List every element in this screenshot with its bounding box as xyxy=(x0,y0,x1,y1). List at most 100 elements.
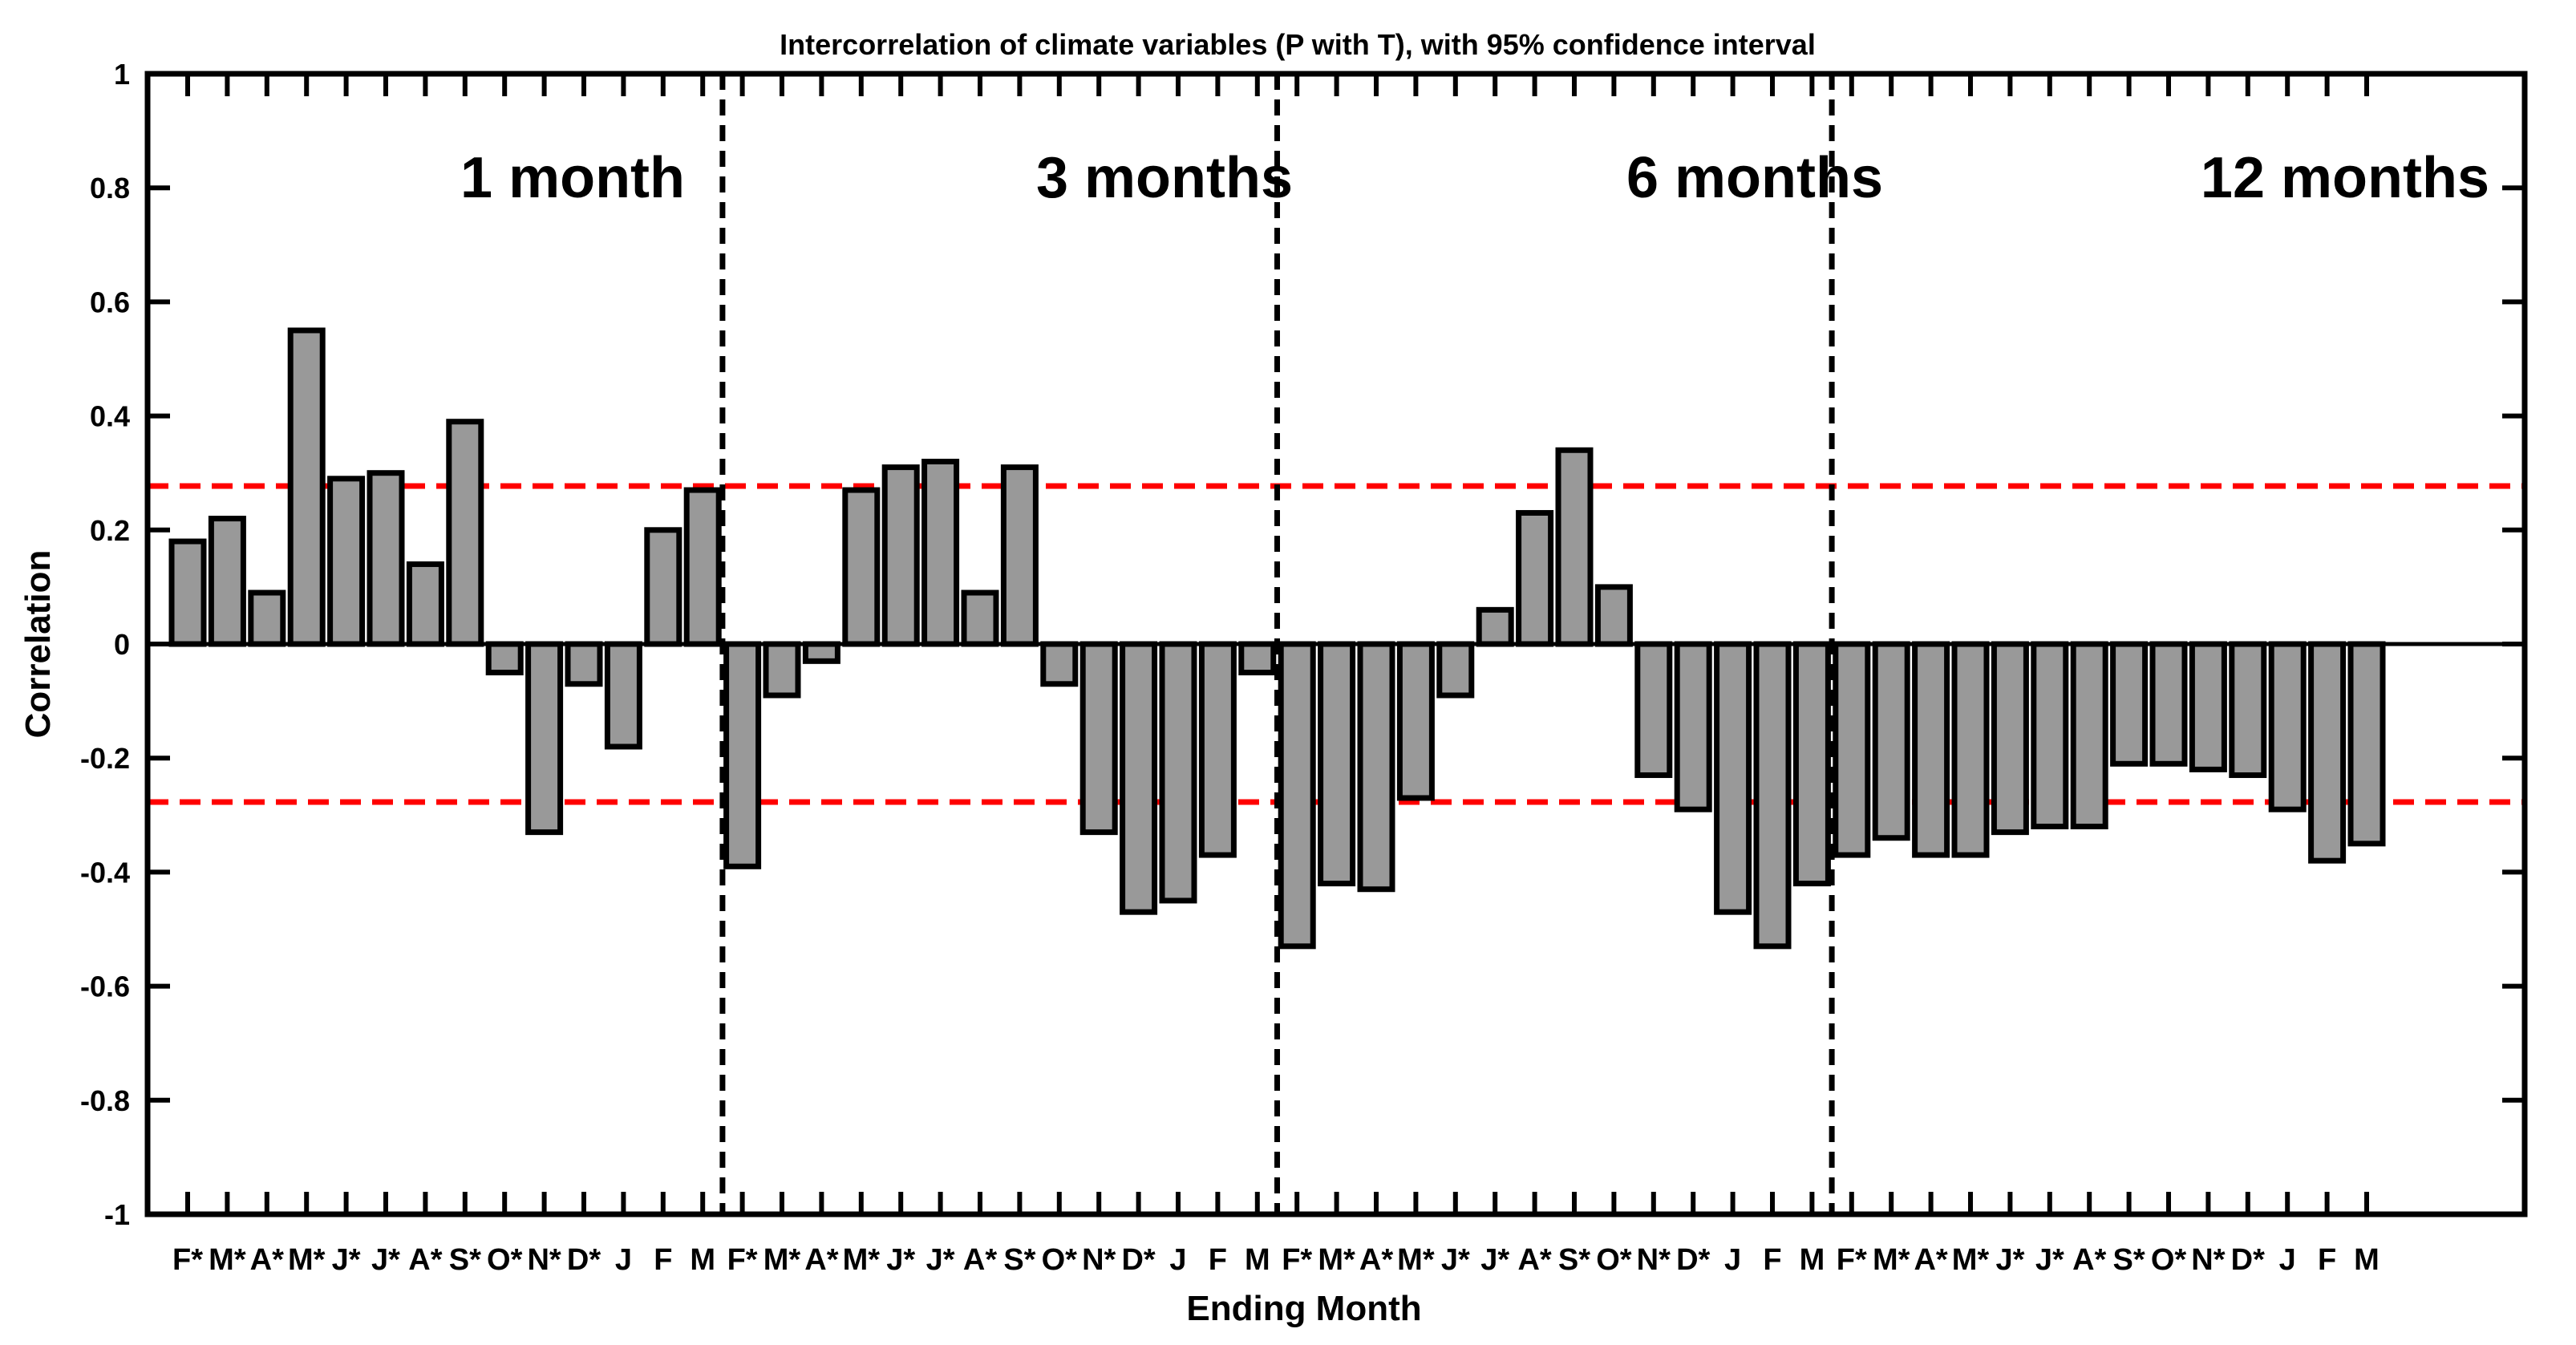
bar-3-7 xyxy=(1516,509,1554,647)
x-tick-label: N* xyxy=(1637,1243,1671,1277)
x-tick-label: M* xyxy=(288,1243,326,1277)
bar-2-10 xyxy=(1079,641,1118,836)
x-tick-label: J xyxy=(615,1243,632,1277)
bar-4-2 xyxy=(1872,641,1910,841)
panel-label-2: 3 months xyxy=(1036,146,1293,210)
bar-3-1 xyxy=(1278,641,1316,950)
x-tick-label: S* xyxy=(2113,1243,2145,1277)
y-tick-label: 0.6 xyxy=(90,286,130,318)
bar-4-3 xyxy=(1912,641,1950,858)
x-tick-label: M* xyxy=(1873,1243,1910,1277)
x-tick-label: J* xyxy=(332,1243,361,1277)
bar-1-5 xyxy=(327,476,366,647)
bar-3-8 xyxy=(1555,447,1594,647)
x-tick-label: D* xyxy=(1121,1243,1155,1277)
x-tick-label: J xyxy=(1724,1243,1741,1277)
x-tick-label: F* xyxy=(1837,1243,1867,1277)
x-tick-label: J* xyxy=(2035,1243,2064,1277)
bar-4-6 xyxy=(2031,641,2069,830)
bar-1-4 xyxy=(287,327,326,647)
bar-2-4 xyxy=(842,487,881,647)
bar-1-10 xyxy=(525,641,564,836)
x-tick-label: J* xyxy=(886,1243,915,1277)
bar-3-4 xyxy=(1396,641,1435,801)
bar-2-1 xyxy=(723,641,762,869)
x-tick-label: A* xyxy=(1914,1243,1947,1277)
x-tick-label: F xyxy=(1763,1243,1781,1277)
x-tick-label: M* xyxy=(209,1243,246,1277)
x-tick-label: A* xyxy=(408,1243,442,1277)
bar-2-8 xyxy=(1000,464,1039,647)
bar-4-1 xyxy=(1833,641,1871,858)
bar-series xyxy=(168,327,2386,950)
y-tick-label: 0.8 xyxy=(90,172,130,205)
x-tick-label: M* xyxy=(1397,1243,1435,1277)
bar-4-12 xyxy=(2268,641,2307,812)
x-tick-label: J* xyxy=(1480,1243,1509,1277)
x-tick-label: M* xyxy=(1318,1243,1355,1277)
bar-3-12 xyxy=(1714,641,1752,915)
bar-2-13 xyxy=(1198,641,1237,858)
x-tick-label: M xyxy=(1245,1243,1270,1277)
y-tick-label: -0.6 xyxy=(80,970,130,1003)
bar-2-12 xyxy=(1159,641,1197,904)
x-tick-label: A* xyxy=(250,1243,284,1277)
bar-1-1 xyxy=(168,538,207,647)
panel-label-1: 1 month xyxy=(460,146,685,210)
x-tick-label: A* xyxy=(804,1243,838,1277)
bar-2-2 xyxy=(763,641,801,699)
y-tick-label: 1 xyxy=(114,58,130,91)
plot-frame xyxy=(144,71,2528,1217)
y-tick-label: 0 xyxy=(114,628,130,661)
bar-4-4 xyxy=(1951,641,1990,858)
bar-4-11 xyxy=(2229,641,2267,779)
bar-1-8 xyxy=(446,419,484,647)
bar-1-7 xyxy=(406,561,444,647)
bar-1-9 xyxy=(485,641,524,676)
x-tick-label: F xyxy=(1209,1243,1227,1277)
x-tick-label: D* xyxy=(1676,1243,1710,1277)
x-tick-label: A* xyxy=(1359,1243,1393,1277)
x-tick-label: A* xyxy=(2072,1243,2106,1277)
x-tick-label: M xyxy=(1800,1243,1825,1277)
bar-4-10 xyxy=(2189,641,2227,772)
x-tick-label: J xyxy=(2279,1243,2296,1277)
bar-1-14 xyxy=(683,487,722,647)
bar-3-14 xyxy=(1792,641,1831,887)
panel-separators xyxy=(719,74,1835,1214)
x-tick-label: J* xyxy=(1995,1243,2024,1277)
panel-label-3: 6 months xyxy=(1626,146,1883,210)
y-tick-label: -0.8 xyxy=(80,1084,130,1117)
x-tick-label: N* xyxy=(1082,1243,1116,1277)
bar-3-10 xyxy=(1634,641,1673,779)
x-tick-labels: F* M* A* M* J* J* A* S* O* N* D* J F M F* M* A* M* J* J* A* S… xyxy=(172,1243,2380,1277)
x-tick-label: N* xyxy=(527,1243,561,1277)
chart-title: Intercorrelation of climate variables (P… xyxy=(780,28,1816,61)
x-tick-label: M xyxy=(690,1243,715,1277)
bar-2-7 xyxy=(961,589,999,647)
bar-3-2 xyxy=(1318,641,1356,887)
bar-4-8 xyxy=(2110,641,2149,767)
x-tick-label: S* xyxy=(1003,1243,1035,1277)
bar-4-9 xyxy=(2149,641,2188,767)
x-tick-label: F* xyxy=(727,1243,758,1277)
x-tick-label: O* xyxy=(487,1243,523,1277)
x-tick-label: J* xyxy=(371,1243,400,1277)
bar-1-13 xyxy=(644,527,682,647)
x-tick-label: D* xyxy=(2231,1243,2265,1277)
y-tick-label: -0.2 xyxy=(80,742,130,775)
y-tick-label: -1 xyxy=(104,1198,130,1231)
bar-3-11 xyxy=(1674,641,1712,812)
y-tick-label: 0.2 xyxy=(90,514,130,547)
bar-1-11 xyxy=(565,641,603,687)
x-tick-label: J* xyxy=(1441,1243,1470,1277)
bar-4-7 xyxy=(2070,641,2108,830)
panel-label-4: 12 months xyxy=(2201,146,2489,210)
y-axis-title: Correlation xyxy=(18,550,58,739)
x-tick-label: O* xyxy=(1596,1243,1632,1277)
x-tick-label: O* xyxy=(1042,1243,1078,1277)
x-tick-label: F xyxy=(2318,1243,2336,1277)
x-axis-title: Ending Month xyxy=(1186,1289,1421,1328)
bar-2-3 xyxy=(802,641,840,664)
